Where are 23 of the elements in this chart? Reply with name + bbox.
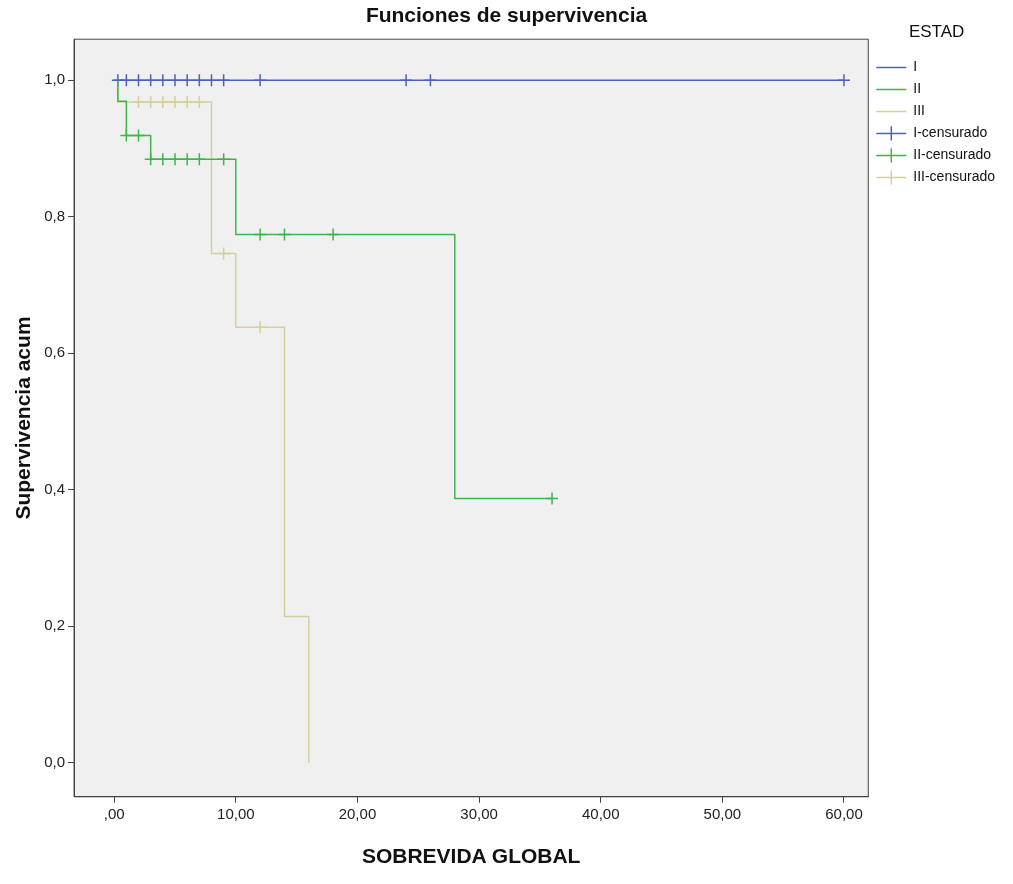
legend-label: III-censurado [913, 168, 996, 185]
y-tick-label: 0,4 [44, 479, 66, 497]
y-tick-label: 1,0 [44, 70, 66, 88]
x-tick-label: 50,00 [703, 804, 742, 822]
x-tick-label: 20,00 [338, 804, 377, 822]
legend-label: II-censurado [913, 146, 992, 163]
legend-label: I-censurado [913, 124, 988, 141]
x-tick-label: ,00 [103, 804, 125, 822]
x-tick-label: 40,00 [581, 804, 620, 822]
x-tick-label: 10,00 [217, 804, 255, 822]
legend-label: II [913, 80, 922, 97]
x-tick-label: 60,00 [825, 804, 863, 822]
y-tick-label: 0,8 [44, 206, 66, 224]
x-axis-title: SOBREVIDA GLOBAL [361, 844, 581, 868]
y-tick-label: 0,0 [44, 752, 66, 770]
legend-label: III [913, 102, 925, 119]
x-tick-label: 30,00 [460, 804, 498, 822]
legend-title: ESTAD [908, 22, 965, 42]
chart-title: Funciones de supervivencia [365, 3, 648, 27]
legend-label: I [913, 58, 918, 75]
y-tick-label: 0,6 [44, 343, 66, 361]
y-axis-title: Supervivencia acum [11, 316, 35, 520]
y-tick-label: 0,2 [44, 616, 66, 634]
